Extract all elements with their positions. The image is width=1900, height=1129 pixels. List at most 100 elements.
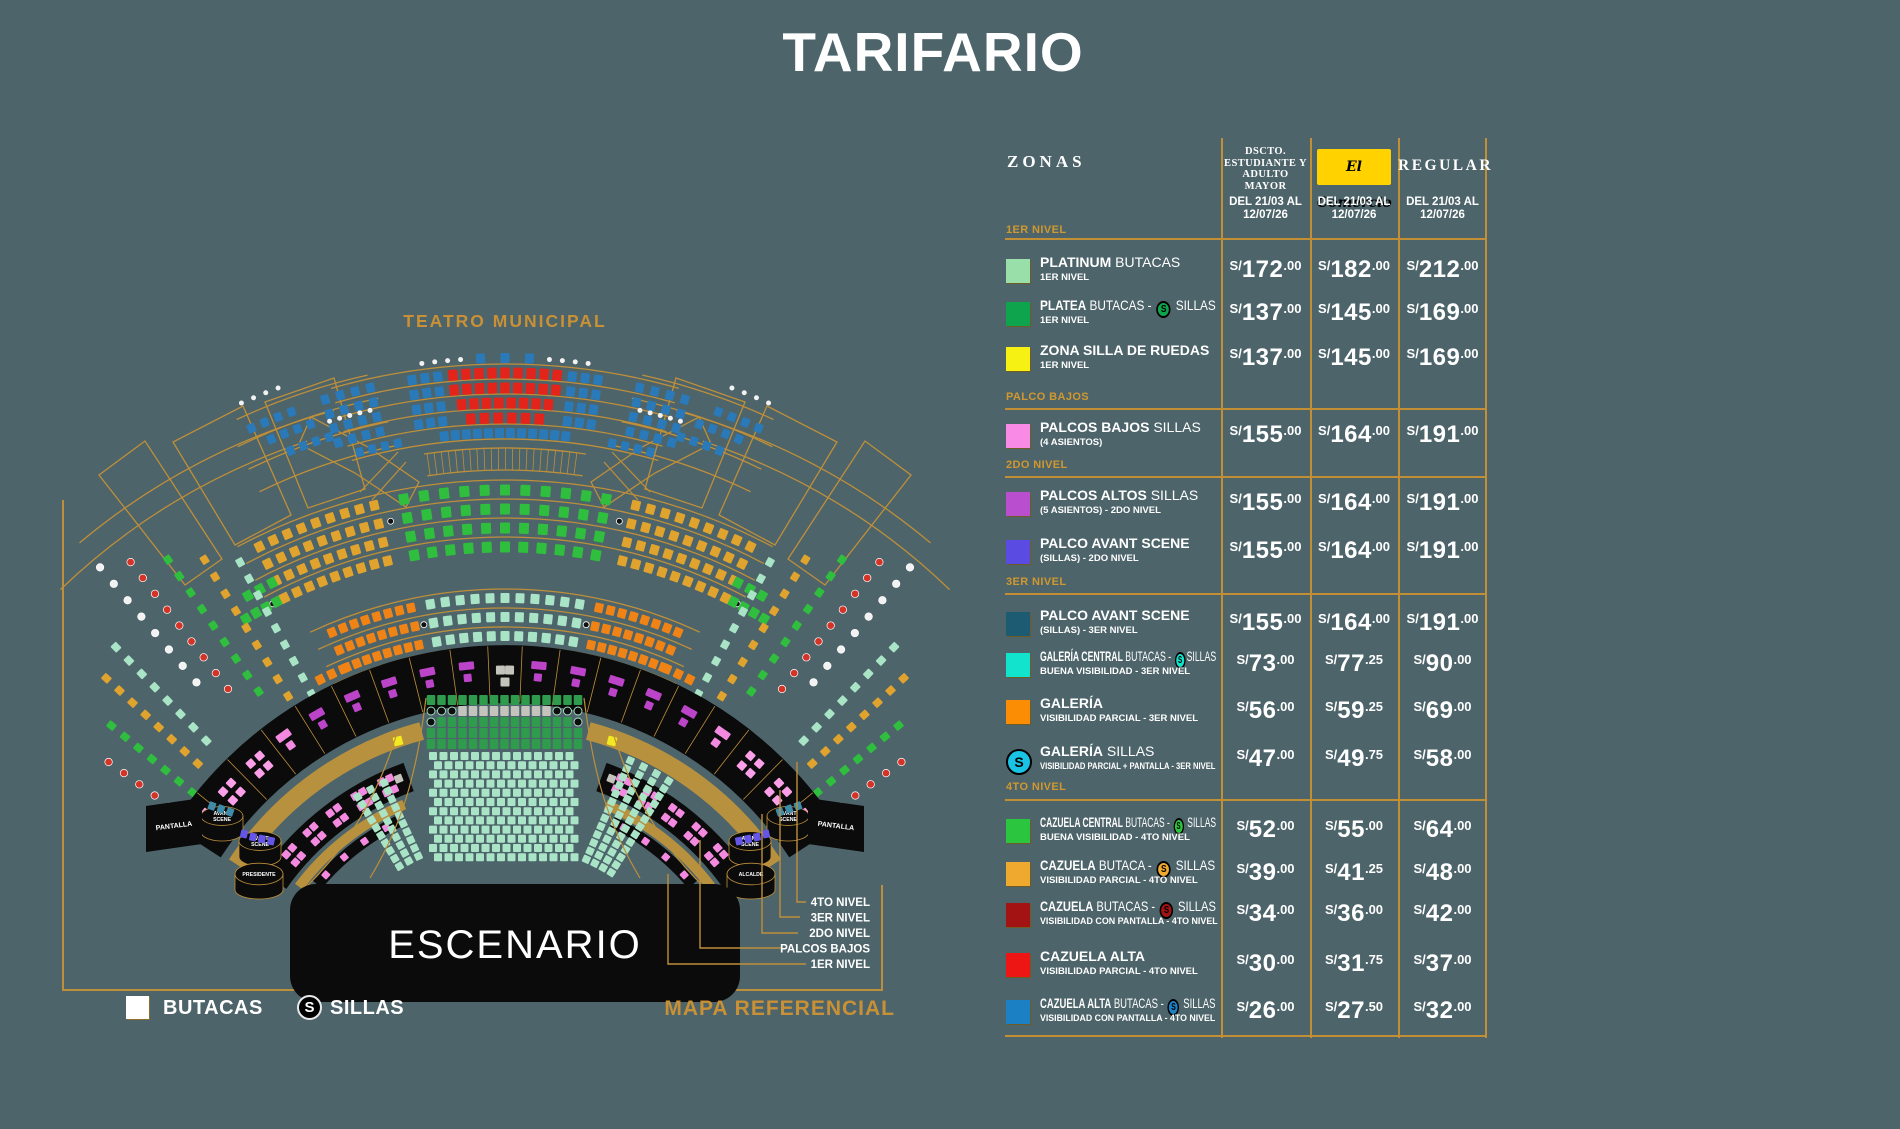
zone-color-swatch [1006, 492, 1030, 516]
zone-name: CAZUELA ALTA BUTACAS - S SILLAS [1040, 995, 1215, 1016]
price-cell: S/164.00 [1318, 537, 1390, 564]
price-cell: S/26.00 [1236, 997, 1295, 1024]
zone-name: ZONA SILLA DE RUEDAS [1040, 342, 1210, 358]
price-cell: S/58.00 [1413, 745, 1472, 772]
zone-name: GALERÍA SILLAS [1040, 743, 1155, 759]
tariff-row: GALERÍA CENTRAL BUTACAS - S SILLAS BUENA V… [1005, 643, 1487, 689]
section-label: 4TO NIVEL [1006, 781, 1067, 793]
box-avant-scene-label: SCENE [251, 842, 269, 848]
zones-header: ZONAS [1007, 152, 1086, 171]
zone-name: PALCO AVANT SCENE [1040, 535, 1190, 551]
screen-left: PANTALLA [146, 798, 202, 852]
zone-sillas-icon: S [1006, 749, 1032, 775]
price-cell: S/27.50 [1324, 997, 1384, 1024]
price-cell: S/59.25 [1324, 697, 1384, 724]
zone-name: GALERÍA [1040, 695, 1103, 711]
price-cell: S/137.00 [1229, 299, 1302, 326]
sillas-icon: S [297, 995, 322, 1020]
tariff-row: PALCOS ALTOS SILLAS (5 ASIENTOS) - 2DO NI… [1005, 482, 1487, 528]
tariff-row: CAZUELA BUTACA - S SILLAS VISIBILIDAD PAR… [1005, 852, 1487, 898]
price-cell: S/155.00 [1229, 609, 1302, 636]
zone-color-swatch [1006, 700, 1030, 724]
price-cell: S/36.00 [1324, 900, 1384, 927]
tariff-row: PLATINUM BUTACAS 1ER NIVEL S/172.00 S/182.0… [1005, 249, 1487, 295]
price-cell: S/69.00 [1413, 697, 1472, 724]
section-label: 3ER NIVEL [1006, 576, 1067, 588]
price-cell: S/90.00 [1413, 650, 1472, 677]
zone-description: 1ER NIVEL [1040, 272, 1090, 283]
price-cell: S/164.00 [1318, 609, 1390, 636]
sillas-icon: S [1156, 301, 1171, 318]
price-cell: S/49.75 [1324, 745, 1384, 772]
price-cell: S/77.25 [1324, 650, 1384, 677]
box-presidente [234, 862, 284, 886]
section-label: PALCO BAJOS [1006, 391, 1090, 403]
legend-sillas-label: SILLAS [330, 997, 405, 1019]
callout-1er-nivel: 1ER NIVEL [811, 959, 870, 971]
price-cell: S/137.00 [1229, 344, 1302, 371]
zone-color-swatch [1006, 1000, 1030, 1024]
map-generated: AVANTSCENEAVANTSCENEPRESIDENTEAVANTSCENE… [59, 353, 951, 900]
price-cell: S/191.00 [1406, 421, 1479, 448]
price-cell: S/191.00 [1406, 537, 1479, 564]
zone-description: VISIBILIDAD PARCIAL - 4TO NIVEL [1040, 966, 1198, 977]
table-bottom-line [1005, 1035, 1487, 1037]
price-cell: S/37.00 [1413, 950, 1472, 977]
price-cell: S/55.00 [1324, 816, 1384, 843]
tariff-table: ZONAS DSCTO. ESTUDIANTE Y ADULTO MAYOR E… [1005, 130, 1494, 1045]
callout-2do-nivel: 2DO NIVEL [809, 928, 870, 940]
box-avant-scene-label: SCENE [741, 842, 759, 848]
price-cell: S/164.00 [1318, 489, 1390, 516]
box-avant-scene-label: SCENE [779, 817, 797, 823]
period-regular: DEL 21/03 AL 12/07/26 [1406, 196, 1479, 221]
section-divider [1005, 238, 1487, 240]
box-avant-scene-label: AVANT [779, 811, 797, 817]
tariff-row: PALCO AVANT SCENE (SILLAS) - 2DO NIVEL S/1… [1005, 530, 1487, 576]
price-cell: S/155.00 [1229, 537, 1302, 564]
box-presidente-label: PRESIDENTE [242, 872, 276, 878]
zone-name: CAZUELA CENTRAL BUTACAS - S SILLAS [1040, 814, 1216, 835]
tariff-row: CAZUELA CENTRAL BUTACAS - S SILLAS BUENA … [1005, 809, 1487, 855]
column-header-discount: DSCTO. ESTUDIANTE Y ADULTO MAYOR [1224, 146, 1307, 192]
stage [290, 884, 740, 1002]
zone-color-swatch [1006, 424, 1030, 448]
price-cell: S/42.00 [1413, 900, 1472, 927]
zone-description: VISIBILIDAD PARCIAL + PANTALLA - 3ER NIV… [1040, 761, 1216, 772]
callout-4to-nivel: 4TO NIVEL [811, 897, 870, 909]
tariff-row: PLATEA BUTACAS - S SILLAS 1ER NIVEL S/137.… [1005, 292, 1487, 338]
price-cell: S/56.00 [1236, 697, 1295, 724]
section-label: 2DO NIVEL [1006, 459, 1068, 471]
price-cell: S/169.00 [1406, 344, 1479, 371]
venue-title: TEATRO MUNICIPAL [403, 311, 606, 331]
price-cell: S/30.00 [1236, 950, 1295, 977]
zone-name: CAZUELA BUTACA - S SILLAS [1040, 857, 1215, 878]
zone-name: PALCOS BAJOS SILLAS [1040, 419, 1201, 435]
zone-description: (SILLAS) - 2DO NIVEL [1040, 553, 1139, 564]
zone-name: PLATINUM BUTACAS [1040, 254, 1181, 270]
price-cell: S/182.00 [1318, 256, 1390, 283]
zone-color-swatch [1006, 540, 1030, 564]
price-cell: S/164.00 [1318, 421, 1390, 448]
zone-description: (5 ASIENTOS) - 2DO NIVEL [1040, 505, 1161, 516]
tariff-row: PALCOS BAJOS SILLAS (4 ASIENTOS) S/155.00 S… [1005, 414, 1487, 460]
zone-name: PLATEA BUTACAS - S SILLAS [1040, 297, 1216, 318]
column-header-regular: REGULAR [1398, 157, 1494, 174]
zone-color-swatch [1006, 819, 1030, 843]
section-divider [1005, 799, 1487, 801]
stage-label: ESCENARIO [388, 923, 642, 967]
price-cell: S/145.00 [1318, 344, 1390, 371]
price-cell: S/73.00 [1236, 650, 1295, 677]
callout-palcos-bajos: PALCOS BAJOS [780, 944, 870, 956]
callout-3er-nivel: 3ER NIVEL [811, 913, 870, 925]
tariff-row: S GALERÍA SILLAS VISIBILIDAD PARCIAL + PAN… [1005, 738, 1487, 784]
column-divider [1221, 138, 1223, 1038]
zone-description: VISIBILIDAD CON PANTALLA - 4TO NIVEL [1040, 916, 1218, 927]
period-comercio: DEL 21/03 AL 12/07/26 [1317, 196, 1391, 221]
zone-description: (4 ASIENTOS) [1040, 437, 1103, 448]
price-cell: S/31.75 [1324, 950, 1384, 977]
tariff-row: PALCO AVANT SCENE (SILLAS) - 3ER NIVEL S/1… [1005, 602, 1487, 648]
price-cell: S/39.00 [1236, 859, 1295, 886]
sillas-icon: S [1156, 861, 1171, 878]
butacas-swatch-icon [126, 996, 149, 1019]
